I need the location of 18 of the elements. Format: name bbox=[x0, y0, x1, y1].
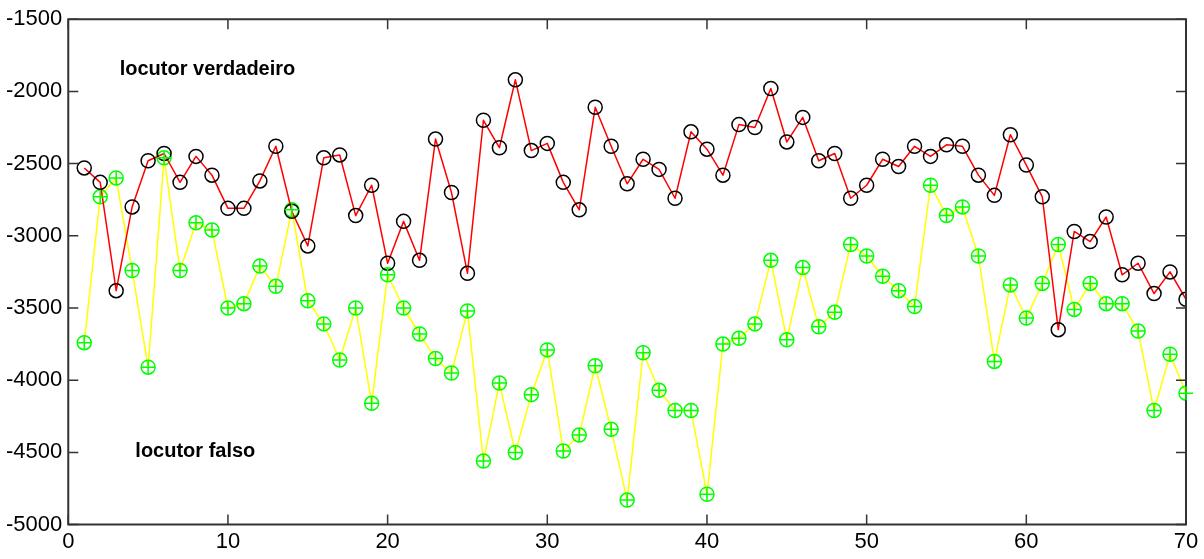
x-tick-label: 50 bbox=[854, 527, 879, 553]
x-tick-label: 70 bbox=[1173, 527, 1199, 553]
y-tick-label: -5000 bbox=[5, 510, 63, 536]
y-tick-label: -1500 bbox=[5, 5, 63, 31]
annotation: locutor verdadeiro bbox=[119, 57, 296, 80]
y-tick-label: -2000 bbox=[5, 77, 63, 103]
y-tick-label: -4000 bbox=[5, 366, 63, 392]
x-tick-label: 60 bbox=[1014, 527, 1039, 553]
x-tick-label: 20 bbox=[375, 527, 400, 553]
y-tick-label: -3500 bbox=[5, 294, 63, 320]
y-tick-label: -2500 bbox=[5, 149, 63, 175]
x-tick-label: 0 bbox=[62, 527, 75, 553]
x-tick-label: 40 bbox=[694, 527, 720, 553]
y-tick-label: -4500 bbox=[5, 438, 63, 464]
y-tick-label: -3000 bbox=[5, 221, 63, 247]
x-tick-label: 30 bbox=[535, 527, 560, 553]
x-tick-label: 10 bbox=[215, 527, 241, 553]
annotation: locutor falso bbox=[135, 438, 256, 461]
